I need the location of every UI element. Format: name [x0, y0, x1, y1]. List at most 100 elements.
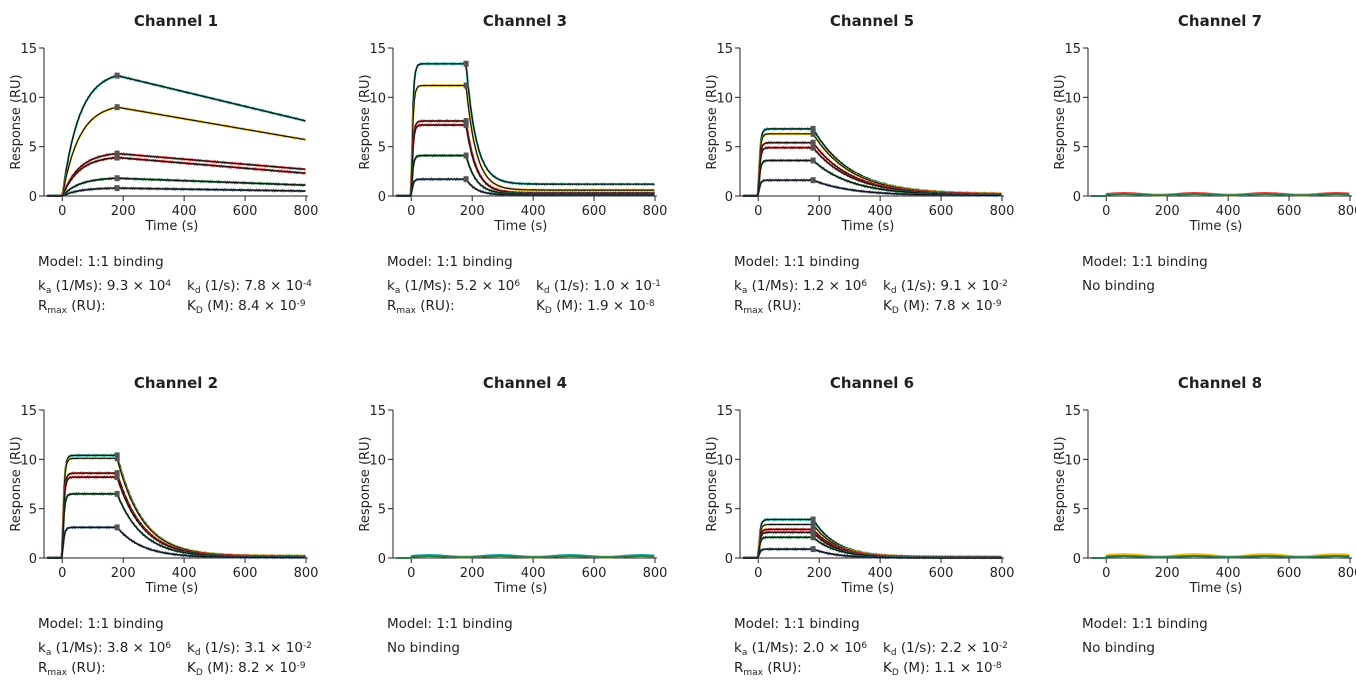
series-line	[396, 555, 655, 559]
x-tick-label: 0	[1102, 566, 1110, 581]
x-tick-label: 200	[1155, 566, 1180, 581]
channel-panel: Channel 8 Response (RU) 0 5 10 15 0 200 400 600 80…	[1053, 374, 1356, 656]
x-axis-label: Time (s)	[1189, 581, 1243, 596]
y-tick-label: 5	[378, 141, 386, 156]
report-point-marker	[114, 524, 120, 531]
fit-line	[743, 548, 1002, 559]
series-line	[742, 535, 1002, 560]
rmax-label: Rmax (RU):	[387, 298, 455, 316]
series-line	[46, 453, 307, 560]
x-tick-label: 200	[807, 204, 832, 219]
kd-value: kd (1/s): 9.1 × 10-2	[883, 278, 1008, 296]
y-axis-label: Response (RU)	[358, 74, 373, 169]
x-tick-label: 400	[521, 566, 546, 581]
x-tick-label: 400	[1216, 204, 1241, 219]
y-axis-label: Response (RU)	[705, 436, 720, 531]
report-point-marker	[114, 474, 120, 481]
model-label: Model: 1:1 binding	[1082, 616, 1208, 632]
fit-line	[47, 177, 306, 197]
KD-value: KD (M): 7.8 × 10-9	[883, 298, 1002, 316]
channel-panel: Channel 5 Response (RU) 0 5 10 15 0 200 400 600 80…	[705, 12, 1014, 316]
series-line	[395, 61, 656, 198]
series-line	[46, 74, 306, 198]
report-point-marker	[810, 534, 816, 541]
x-axis-label: Time (s)	[841, 581, 895, 596]
channel-panel: Channel 2 Response (RU) 0 5 10 15 0 200 400 600 80…	[9, 374, 318, 678]
x-tick-label: 800	[1338, 204, 1356, 219]
no-binding-label: No binding	[387, 640, 460, 656]
report-point-marker	[810, 516, 816, 523]
channel-panel: Channel 4 Response (RU) 0 5 10 15 0 200 400 600 80…	[358, 374, 667, 656]
x-tick-label: 800	[1338, 566, 1356, 581]
x-tick-label: 600	[582, 204, 607, 219]
rmax-label: Rmax (RU):	[38, 298, 106, 316]
fit-line	[47, 472, 306, 559]
model-label: Model: 1:1 binding	[38, 254, 164, 270]
y-tick-label: 0	[1073, 552, 1081, 567]
report-point-marker	[810, 125, 816, 132]
x-tick-label: 400	[868, 204, 893, 219]
y-tick-label: 0	[378, 552, 386, 567]
series-line	[1091, 193, 1350, 197]
x-tick-label: 400	[868, 566, 893, 581]
x-tick-label: 800	[294, 204, 319, 219]
ka-value: ka (1/Ms): 1.2 × 106	[734, 278, 867, 296]
x-tick-label: 600	[929, 566, 954, 581]
KD-value: KD (M): 8.4 × 10-9	[187, 298, 306, 316]
y-axis-label: Response (RU)	[9, 436, 24, 531]
KD-value: KD (M): 1.9 × 10-8	[536, 298, 655, 316]
KD-value: KD (M): 1.1 × 10-8	[883, 660, 1002, 678]
report-point-marker	[114, 490, 120, 497]
model-label: Model: 1:1 binding	[734, 616, 860, 632]
x-tick-label: 400	[1216, 566, 1241, 581]
report-point-marker	[463, 60, 469, 67]
x-tick-label: 200	[1155, 204, 1180, 219]
chart-title: Channel 4	[483, 374, 567, 392]
y-tick-label: 10	[1064, 453, 1081, 468]
x-tick-label: 200	[460, 566, 485, 581]
report-point-marker	[810, 130, 816, 137]
x-tick-label: 0	[407, 204, 415, 219]
channel-panel: Channel 7 Response (RU) 0 5 10 15 0 200 400 600 80…	[1053, 12, 1356, 294]
x-tick-label: 400	[172, 566, 197, 581]
y-tick-label: 5	[1073, 503, 1081, 518]
y-axis-label: Response (RU)	[1053, 436, 1068, 531]
fit-line	[743, 147, 1002, 197]
x-tick-label: 800	[294, 566, 319, 581]
chart-title: Channel 5	[830, 12, 914, 30]
report-point-marker	[114, 154, 120, 161]
y-tick-label: 0	[725, 552, 733, 567]
series-line	[742, 158, 1002, 198]
x-tick-label: 0	[754, 204, 762, 219]
report-point-marker	[114, 104, 120, 111]
y-tick-label: 10	[369, 91, 386, 106]
rmax-label: Rmax (RU):	[38, 660, 106, 678]
chart-title: Channel 3	[483, 12, 567, 30]
report-point-marker	[810, 177, 816, 184]
y-tick-label: 5	[1073, 141, 1081, 156]
x-tick-label: 800	[990, 566, 1015, 581]
fit-line	[396, 84, 655, 197]
x-tick-label: 400	[172, 204, 197, 219]
report-point-marker	[463, 82, 469, 89]
report-point-marker	[810, 144, 816, 151]
y-tick-label: 15	[20, 404, 37, 419]
x-tick-label: 800	[990, 204, 1015, 219]
y-tick-label: 15	[1064, 404, 1081, 419]
report-point-marker	[810, 157, 816, 164]
series-line	[742, 126, 1003, 198]
y-tick-label: 0	[725, 190, 733, 205]
x-tick-label: 800	[643, 566, 668, 581]
report-point-marker	[114, 175, 120, 182]
series-line	[46, 525, 306, 560]
x-tick-label: 0	[754, 566, 762, 581]
fit-line	[47, 106, 306, 197]
report-point-marker	[114, 470, 120, 477]
report-point-marker	[463, 152, 469, 159]
y-axis-label: Response (RU)	[1053, 74, 1068, 169]
model-label: Model: 1:1 binding	[387, 616, 513, 632]
report-point-marker	[114, 72, 120, 79]
ka-value: ka (1/Ms): 2.0 × 106	[734, 640, 867, 658]
x-axis-label: Time (s)	[841, 219, 895, 234]
ka-value: ka (1/Ms): 3.8 × 106	[38, 640, 171, 658]
